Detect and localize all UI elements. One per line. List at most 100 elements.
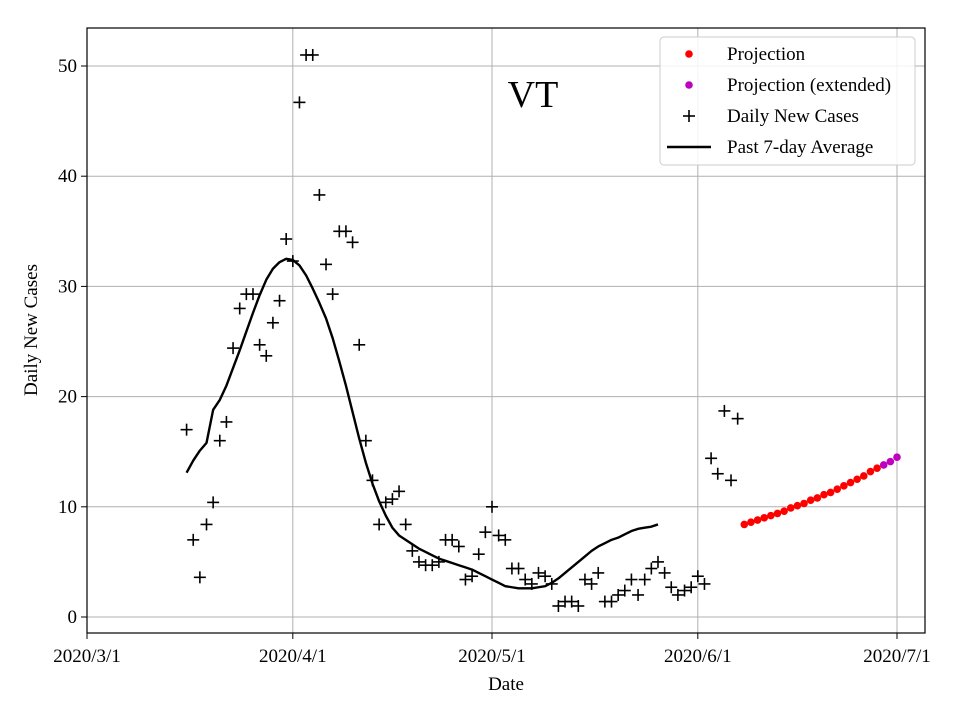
daily-case-point <box>353 338 366 351</box>
daily-case-point <box>187 533 200 546</box>
projection-point <box>800 499 808 508</box>
daily-case-point <box>486 500 498 513</box>
daily-case-point <box>266 316 279 329</box>
projection-point <box>826 488 835 497</box>
daily-case-point <box>671 588 684 601</box>
projection-point <box>833 485 842 493</box>
projection-point <box>840 482 848 490</box>
daily-case-point <box>193 571 206 584</box>
daily-case-point <box>373 518 386 531</box>
daily-case-point <box>618 584 631 597</box>
daily-case-point <box>572 599 585 612</box>
daily-case-point <box>280 233 293 246</box>
daily-case-point <box>685 581 698 594</box>
legend-label: Projection (extended) <box>727 75 891 96</box>
y-tick-label: 30 <box>58 276 77 297</box>
daily-case-point <box>452 540 465 553</box>
daily-case-point <box>519 573 532 586</box>
daily-case-point <box>346 236 359 249</box>
daily-case-point <box>645 562 658 575</box>
daily-case-point <box>725 474 738 487</box>
daily-case-point <box>273 294 286 307</box>
daily-case-point <box>399 518 412 531</box>
daily-case-point <box>711 467 724 480</box>
daily-case-point <box>552 599 565 612</box>
legend-entry: Past 7-day Average <box>667 137 873 158</box>
y-tick-label: 50 <box>58 56 77 77</box>
daily-case-point <box>180 423 193 436</box>
legend-entry: Projection (extended) <box>685 75 891 96</box>
daily-case-point <box>359 434 372 447</box>
daily-case-point <box>592 566 605 579</box>
daily-case-point <box>393 485 406 498</box>
y-tick-label: 40 <box>58 166 77 187</box>
daily-case-point <box>585 577 598 590</box>
y-tick-label: 20 <box>58 387 77 408</box>
daily-case-point <box>306 48 319 61</box>
legend-label: Daily New Cases <box>727 106 859 127</box>
series-projection <box>740 464 881 529</box>
y-tick-label: 10 <box>58 497 77 518</box>
daily-case-point <box>539 570 552 583</box>
daily-case-point <box>466 570 479 583</box>
legend-dot-icon <box>685 81 693 89</box>
projection-point <box>773 509 782 518</box>
plot-marks <box>180 48 901 612</box>
projection-point <box>747 518 755 527</box>
daily-case-point <box>578 573 591 586</box>
daily-case-point <box>207 496 220 509</box>
projection-point <box>767 511 775 520</box>
daily-case-point <box>446 533 459 546</box>
x-tick-label: 2020/7/1 <box>863 646 931 667</box>
legend-entry: Projection <box>685 44 806 65</box>
daily-case-point <box>632 588 645 601</box>
daily-case-point <box>472 548 485 561</box>
daily-case-point <box>293 96 306 109</box>
x-tick-label: 2020/6/1 <box>664 646 732 667</box>
legend-dot-icon <box>685 50 693 58</box>
projection-point <box>786 504 795 512</box>
daily-case-point <box>386 493 399 506</box>
projection-point <box>806 496 815 504</box>
daily-case-point <box>612 588 625 601</box>
daily-case-point <box>233 302 246 315</box>
projection-point <box>853 475 861 484</box>
daily-case-point <box>512 562 525 575</box>
daily-case-point <box>246 288 259 301</box>
daily-case-point <box>313 188 326 201</box>
y-axis-label: Daily New Cases <box>21 264 42 396</box>
legend-plus-icon <box>683 110 695 122</box>
legend: Projection Projection (extended) Daily New… <box>659 36 916 166</box>
projection-point <box>886 457 895 466</box>
daily-case-point <box>678 584 691 597</box>
daily-case-point <box>532 566 545 579</box>
daily-case-point <box>565 595 578 608</box>
x-tick-label: 2020/3/1 <box>53 646 121 667</box>
daily-case-point <box>731 412 744 425</box>
daily-case-point <box>326 288 339 301</box>
x-tick-label: 2020/4/1 <box>259 646 327 667</box>
daily-case-point <box>718 404 731 417</box>
daily-case-point <box>638 573 651 586</box>
daily-case-point <box>426 559 439 572</box>
x-axis-label: Date <box>488 674 524 695</box>
projection-point <box>753 516 762 524</box>
daily-case-point <box>253 338 266 351</box>
projection-point <box>860 472 868 480</box>
daily-case-point <box>605 595 618 608</box>
daily-case-point <box>213 434 226 447</box>
projection-point <box>893 453 901 462</box>
daily-case-point <box>200 518 213 531</box>
daily-case-point <box>406 544 419 557</box>
daily-case-point <box>227 342 240 355</box>
daily-case-point <box>220 415 233 428</box>
projection-point <box>760 514 769 522</box>
daily-case-point <box>459 573 472 586</box>
daily-case-point <box>658 566 671 579</box>
daily-case-point <box>479 526 492 539</box>
projection-point <box>820 490 828 499</box>
projection-point <box>813 494 822 502</box>
avg-line <box>185 257 659 590</box>
chart-title: VT <box>508 74 559 116</box>
